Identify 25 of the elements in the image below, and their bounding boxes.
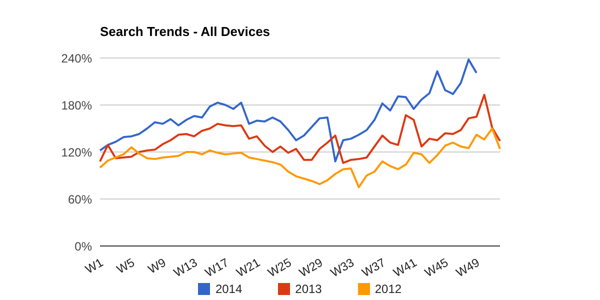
y-tick-label: 0% — [74, 239, 92, 254]
y-tick-label: 60% — [68, 192, 92, 206]
x-tick-label: W21 — [234, 255, 263, 280]
x-tick-label: W17 — [202, 255, 232, 280]
x-tick-label: W13 — [171, 255, 200, 280]
line-series — [99, 58, 478, 162]
line-series — [99, 94, 501, 164]
x-tick-label: W25 — [265, 255, 294, 280]
line-series — [99, 128, 501, 188]
x-tick-label: W41 — [390, 255, 420, 280]
legend-label: 2012 — [374, 282, 402, 296]
y-tick-label: 120% — [61, 145, 92, 160]
x-tick-label: W45 — [422, 255, 451, 280]
legend-label: 2013 — [295, 282, 322, 296]
x-tick-label: W49 — [454, 255, 482, 280]
x-tick-label: W33 — [328, 255, 357, 280]
legend-label: 2014 — [215, 282, 242, 296]
x-tick-label: W9 — [146, 255, 169, 277]
y-tick-label: 240% — [61, 51, 92, 66]
x-tick-label: W29 — [296, 255, 326, 280]
x-tick-label: W1 — [82, 255, 106, 277]
chart-title: Search Trends - All Devices — [100, 24, 270, 39]
x-tick-label: W37 — [359, 255, 388, 280]
y-tick-label: 180% — [61, 98, 92, 112]
x-tick-label: W5 — [114, 255, 138, 277]
